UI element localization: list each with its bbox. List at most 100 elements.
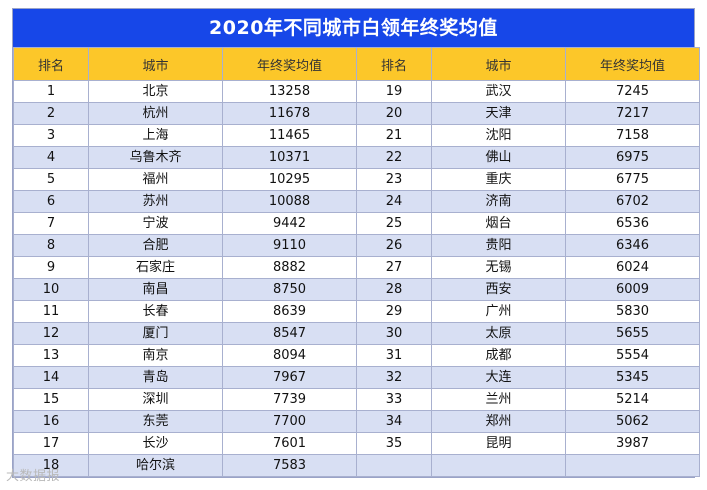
right-value-cell: 3987 — [565, 432, 700, 455]
right-rank-cell: 34 — [356, 410, 432, 433]
table-row: 15 深圳 7739 33 兰州 5214 — [13, 388, 700, 411]
left-value-cell: 11465 — [222, 124, 357, 147]
right-city-cell: 济南 — [431, 190, 566, 213]
left-city-cell: 青岛 — [88, 366, 223, 389]
table-row: 9 石家庄 8882 27 无锡 6024 — [13, 256, 700, 279]
left-rank-cell: 7 — [13, 212, 89, 235]
table-row: 6 苏州 10088 24 济南 6702 — [13, 190, 700, 213]
left-rank-cell: 13 — [13, 344, 89, 367]
left-value-cell: 7601 — [222, 432, 357, 455]
watermark: 大数据报 — [6, 469, 61, 484]
right-city-cell: 烟台 — [431, 212, 566, 235]
table-row: 14 青岛 7967 32 大连 5345 — [13, 366, 700, 389]
left-rank-cell: 12 — [13, 322, 89, 345]
right-city-cell: 昆明 — [431, 432, 566, 455]
right-rank-cell — [356, 454, 432, 477]
right-city-cell — [431, 454, 566, 477]
right-value-cell: 6702 — [565, 190, 700, 213]
left-rank-cell: 10 — [13, 278, 89, 301]
header-city-right: 城市 — [431, 47, 566, 81]
left-value-cell: 9442 — [222, 212, 357, 235]
right-rank-cell: 21 — [356, 124, 432, 147]
right-rank-cell: 35 — [356, 432, 432, 455]
left-rank-cell: 8 — [13, 234, 89, 257]
left-city-cell: 乌鲁木齐 — [88, 146, 223, 169]
table-body: 1 北京 13258 19 武汉 7245 2 杭州 11678 20 天津 7217 3 上海 11465… — [13, 80, 700, 477]
right-value-cell: 6346 — [565, 234, 700, 257]
right-rank-cell: 30 — [356, 322, 432, 345]
table-row: 12 厦门 8547 30 太原 5655 — [13, 322, 700, 345]
left-city-cell: 东莞 — [88, 410, 223, 433]
left-value-cell: 8750 — [222, 278, 357, 301]
right-city-cell: 重庆 — [431, 168, 566, 191]
right-value-cell: 6975 — [565, 146, 700, 169]
header-rank-left: 排名 — [13, 47, 89, 81]
right-rank-cell: 29 — [356, 300, 432, 323]
right-city-cell: 兰州 — [431, 388, 566, 411]
table-row: 16 东莞 7700 34 郑州 5062 — [13, 410, 700, 433]
right-rank-cell: 27 — [356, 256, 432, 279]
table-row: 11 长春 8639 29 广州 5830 — [13, 300, 700, 323]
right-city-cell: 无锡 — [431, 256, 566, 279]
left-city-cell: 长春 — [88, 300, 223, 323]
left-city-cell: 合肥 — [88, 234, 223, 257]
right-city-cell: 武汉 — [431, 80, 566, 103]
header-rank-right: 排名 — [356, 47, 432, 81]
right-rank-cell: 26 — [356, 234, 432, 257]
left-rank-cell: 5 — [13, 168, 89, 191]
right-city-cell: 郑州 — [431, 410, 566, 433]
table-row: 5 福州 10295 23 重庆 6775 — [13, 168, 700, 191]
left-value-cell: 7583 — [222, 454, 357, 477]
left-rank-cell: 3 — [13, 124, 89, 147]
right-city-cell: 贵阳 — [431, 234, 566, 257]
left-value-cell: 8882 — [222, 256, 357, 279]
table-row: 3 上海 11465 21 沈阳 7158 — [13, 124, 700, 147]
left-value-cell: 13258 — [222, 80, 357, 103]
header-value-right: 年终奖均值 — [565, 47, 700, 81]
left-rank-cell: 9 — [13, 256, 89, 279]
right-city-cell: 太原 — [431, 322, 566, 345]
right-value-cell: 5554 — [565, 344, 700, 367]
left-city-cell: 上海 — [88, 124, 223, 147]
left-city-cell: 南昌 — [88, 278, 223, 301]
left-value-cell: 9110 — [222, 234, 357, 257]
left-value-cell: 7739 — [222, 388, 357, 411]
table-row: 18 哈尔滨 7583 — [13, 454, 700, 477]
table-row: 7 宁波 9442 25 烟台 6536 — [13, 212, 700, 235]
right-value-cell: 5830 — [565, 300, 700, 323]
header-value-left: 年终奖均值 — [222, 47, 357, 81]
table-row: 8 合肥 9110 26 贵阳 6346 — [13, 234, 700, 257]
right-rank-cell: 22 — [356, 146, 432, 169]
left-city-cell: 深圳 — [88, 388, 223, 411]
left-city-cell: 福州 — [88, 168, 223, 191]
left-value-cell: 10295 — [222, 168, 357, 191]
right-value-cell: 6775 — [565, 168, 700, 191]
left-rank-cell: 16 — [13, 410, 89, 433]
right-city-cell: 广州 — [431, 300, 566, 323]
data-table-card: 2020年不同城市白领年终奖均值 排名 城市 年终奖均值 排名 城市 年终奖均值… — [12, 8, 700, 478]
left-rank-cell: 11 — [13, 300, 89, 323]
table-row: 1 北京 13258 19 武汉 7245 — [13, 80, 700, 103]
left-city-cell: 北京 — [88, 80, 223, 103]
left-city-cell: 厦门 — [88, 322, 223, 345]
left-rank-cell: 18 — [13, 454, 89, 477]
left-city-cell: 宁波 — [88, 212, 223, 235]
right-city-cell: 西安 — [431, 278, 566, 301]
left-rank-cell: 17 — [13, 432, 89, 455]
right-value-cell — [565, 454, 700, 477]
right-value-cell: 5214 — [565, 388, 700, 411]
right-city-cell: 沈阳 — [431, 124, 566, 147]
left-value-cell: 10088 — [222, 190, 357, 213]
right-rank-cell: 28 — [356, 278, 432, 301]
table-row: 2 杭州 11678 20 天津 7217 — [13, 102, 700, 125]
left-city-cell: 长沙 — [88, 432, 223, 455]
right-value-cell: 6024 — [565, 256, 700, 279]
table-row: 13 南京 8094 31 成都 5554 — [13, 344, 700, 367]
left-rank-cell: 14 — [13, 366, 89, 389]
header-row: 排名 城市 年终奖均值 排名 城市 年终奖均值 — [13, 47, 700, 81]
right-rank-cell: 33 — [356, 388, 432, 411]
left-value-cell: 7700 — [222, 410, 357, 433]
right-value-cell: 5345 — [565, 366, 700, 389]
left-rank-cell: 15 — [13, 388, 89, 411]
right-city-cell: 成都 — [431, 344, 566, 367]
